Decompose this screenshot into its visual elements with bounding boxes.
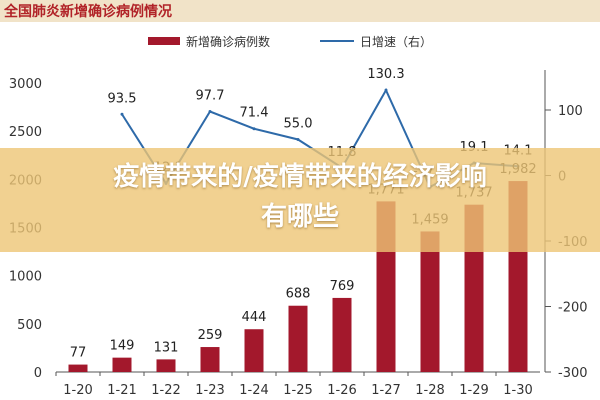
bar-data-label: 259 <box>198 328 223 343</box>
line-data-label: 55.0 <box>284 116 313 131</box>
x-tick-label: 1-28 <box>415 383 445 398</box>
x-tick-label: 1-20 <box>63 383 93 398</box>
x-tick-label: 1-23 <box>195 383 225 398</box>
bar <box>200 347 220 372</box>
x-tick-label: 1-22 <box>151 383 181 398</box>
overlay-line-1: 疫情带来的/疫情带来的经济影响 <box>113 162 487 192</box>
x-tick-label: 1-25 <box>283 383 313 398</box>
line-data-label: 93.5 <box>108 91 137 106</box>
x-tick-label: 1-27 <box>371 383 401 398</box>
bar-data-label: 131 <box>154 340 179 355</box>
y-right-tick-label: -200 <box>558 301 588 316</box>
bar <box>112 357 132 372</box>
y-left-tick-label: 2500 <box>9 125 42 140</box>
x-tick-label: 1-26 <box>327 383 357 398</box>
line-data-label: 97.7 <box>196 89 225 104</box>
bar <box>332 297 352 372</box>
legend-swatch-bar <box>148 37 180 45</box>
bar <box>156 359 176 372</box>
legend-label-line: 日增速（右） <box>360 34 432 49</box>
bar-data-label: 77 <box>70 346 87 361</box>
y-right-tick-label: -300 <box>558 366 588 381</box>
title-band <box>0 0 600 22</box>
line-data-label: 71.4 <box>240 106 269 121</box>
bar-data-label: 149 <box>110 339 135 354</box>
overlay-banner: 疫情带来的/疫情带来的经济影响 有哪些 <box>0 148 600 252</box>
bar <box>68 364 88 372</box>
bar-data-label: 769 <box>330 279 355 294</box>
y-left-tick-label: 0 <box>34 366 42 381</box>
bar <box>244 329 264 372</box>
bar-data-label: 688 <box>286 287 311 302</box>
line-point <box>208 110 212 114</box>
line-point <box>252 127 256 131</box>
bar <box>288 305 308 372</box>
y-left-tick-label: 500 <box>17 318 42 333</box>
legend-label-bar: 新增确诊病例数 <box>186 34 270 49</box>
line-point <box>296 137 300 141</box>
bar <box>420 231 440 372</box>
legend: 新增确诊病例数 日增速（右） <box>148 34 432 49</box>
bar-data-label: 444 <box>242 310 267 325</box>
line-point <box>384 88 388 92</box>
y-left-tick-label: 3000 <box>9 77 42 92</box>
x-tick-label: 1-21 <box>107 383 137 398</box>
overlay-line-2: 有哪些 <box>260 202 339 232</box>
x-tick-label: 1-30 <box>503 383 533 398</box>
line-point <box>120 112 124 116</box>
chart-title: 全国肺炎新增确诊病例情况 <box>3 3 172 20</box>
x-tick-label: 1-29 <box>459 383 489 398</box>
line-data-label: 130.3 <box>367 67 404 82</box>
y-right-tick-label: 100 <box>558 104 583 119</box>
chart-title-group: 全国肺炎新增确诊病例情况 <box>0 0 600 22</box>
x-tick-label: 1-24 <box>239 383 269 398</box>
y-left-tick-label: 1000 <box>9 270 42 285</box>
